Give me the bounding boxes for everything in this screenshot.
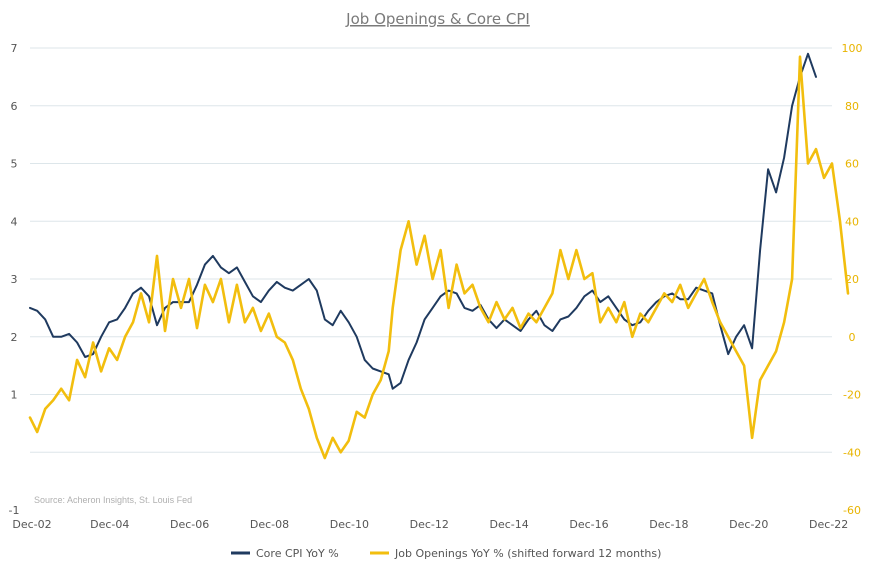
right-y-axis: 100 80 60 40 20 0 -20 -40 -60 <box>842 42 863 517</box>
legend-label-job-openings: Job Openings YoY % (shifted forward 12 m… <box>394 547 661 560</box>
series-layer <box>28 52 850 460</box>
left-tick-label: 5 <box>11 158 18 171</box>
gridlines <box>30 47 832 453</box>
x-tick-label: Dec-06 <box>170 518 209 531</box>
left-y-axis: 7 6 5 4 3 2 1 -1 <box>9 42 20 517</box>
left-tick-label: 6 <box>11 100 18 113</box>
right-tick-label: 60 <box>845 158 859 171</box>
x-tick-label: Dec-20 <box>729 518 768 531</box>
right-tick-label: -20 <box>843 389 861 402</box>
left-tick-label: -1 <box>9 504 20 517</box>
x-tick-label: Dec-08 <box>250 518 289 531</box>
legend-label-core-cpi: Core CPI YoY % <box>256 547 339 560</box>
right-tick-label: 80 <box>845 100 859 113</box>
right-tick-label: -60 <box>843 504 861 517</box>
x-tick-label: Dec-18 <box>649 518 688 531</box>
left-tick-label: 4 <box>11 215 18 228</box>
x-tick-label: Dec-04 <box>90 518 129 531</box>
left-tick-label: 1 <box>11 389 18 402</box>
legend: Core CPI YoY % Job Openings YoY % (shift… <box>231 547 661 560</box>
chart-title: Job Openings & Core CPI <box>345 10 530 28</box>
x-tick-label: Dec-10 <box>330 518 369 531</box>
left-tick-label: 3 <box>11 273 18 286</box>
right-tick-label: 100 <box>842 42 863 55</box>
left-tick-label: 2 <box>11 331 18 344</box>
x-tick-label: Dec-22 <box>809 518 848 531</box>
x-tick-label: Dec-02 <box>12 518 51 531</box>
x-tick-label: Dec-14 <box>490 518 529 531</box>
x-tick-label: Dec-16 <box>569 518 608 531</box>
x-tick-label: Dec-12 <box>410 518 449 531</box>
source-note: Source: Acheron Insights, St. Louis Fed <box>34 495 192 505</box>
series-line-job-openings <box>28 55 850 460</box>
right-tick-label: -40 <box>843 446 861 459</box>
right-tick-label: 20 <box>845 273 859 286</box>
right-tick-label: 40 <box>845 215 859 228</box>
x-axis: Dec-02 Dec-04 Dec-06 Dec-08 Dec-10 Dec-12 Dec-… <box>12 518 848 531</box>
right-tick-label: 0 <box>849 331 856 344</box>
left-tick-label: 7 <box>11 42 18 55</box>
